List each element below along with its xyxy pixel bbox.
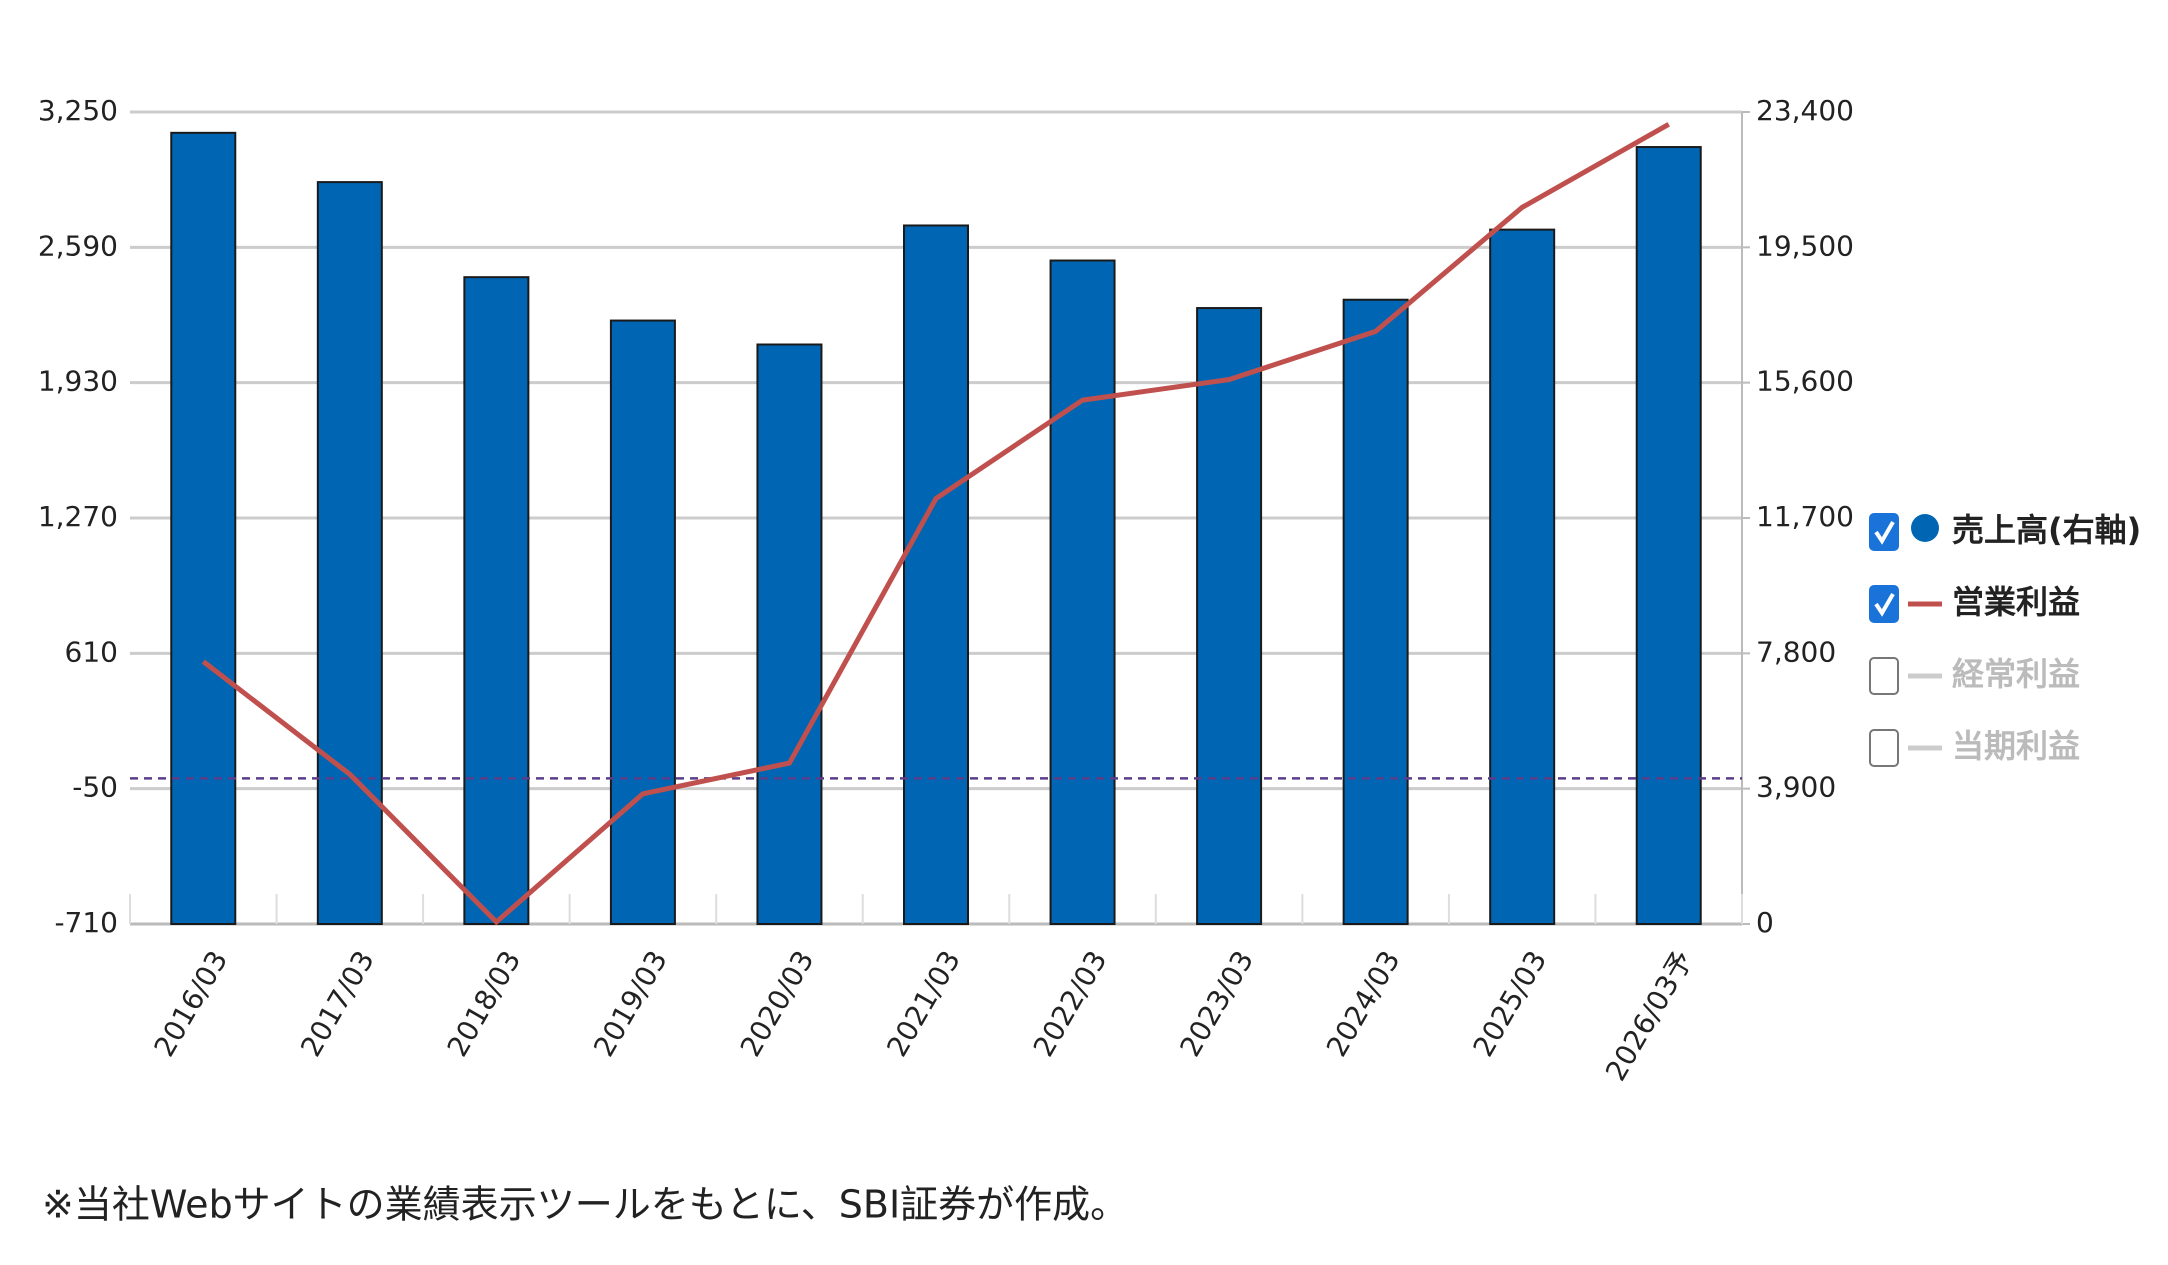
y-tick-label: 3,250: [38, 94, 118, 127]
y2-tick-label: 15,600: [1756, 365, 1854, 398]
x-tick-label: 2020/03: [734, 945, 821, 1062]
y-tick-label: -710: [54, 906, 118, 939]
checkbox[interactable]: [1869, 729, 1899, 767]
y2-tick-label: 19,500: [1756, 229, 1854, 262]
bar: [756, 343, 823, 925]
checkbox[interactable]: [1869, 657, 1899, 695]
legend-label: 売上高(右軸): [1952, 511, 2141, 549]
y-tick-label: 2,590: [38, 229, 118, 262]
bar: [609, 319, 676, 925]
y-tick-label: 1,930: [38, 365, 118, 398]
x-tick-label: 2025/03: [1466, 945, 1553, 1062]
x-tick-label: 2018/03: [441, 945, 528, 1062]
y2-tick-label: 23,400: [1756, 94, 1854, 127]
y-tick-label: 610: [65, 635, 118, 668]
y-tick-label: 1,270: [38, 500, 118, 533]
x-tick-label: 2024/03: [1320, 945, 1407, 1062]
checkbox[interactable]: [1869, 585, 1899, 623]
check-mark: [1874, 592, 1895, 617]
bar: [170, 131, 237, 926]
y2-tick-label: 11,700: [1756, 500, 1854, 533]
legend-label: 営業利益: [1952, 583, 2080, 621]
bar: [1049, 259, 1116, 925]
y2-tick-label: 7,800: [1756, 635, 1836, 668]
legend-swatch: [1911, 514, 1939, 542]
legend-label: 経常利益: [1952, 655, 2080, 693]
bar: [1489, 228, 1556, 925]
bar: [1196, 307, 1263, 925]
bar: [903, 224, 969, 925]
legend-label: 当期利益: [1952, 727, 2080, 765]
y2-tick-label: 3,900: [1756, 771, 1836, 804]
x-tick-label: 2026/03予: [1599, 945, 1700, 1086]
x-tick-label: 2017/03: [294, 945, 381, 1062]
x-tick-label: 2019/03: [587, 945, 674, 1062]
line: [201, 122, 1670, 926]
check-mark: [1874, 520, 1895, 545]
x-tick-label: 2016/03: [148, 945, 235, 1062]
x-tick-label: 2022/03: [1027, 945, 1114, 1062]
x-tick-label: 2023/03: [1173, 945, 1260, 1062]
footnote: ※当社Webサイトの業績表示ツールをもとに、SBI証券が作成。: [42, 1183, 1128, 1227]
y-tick-label: -50: [72, 771, 118, 804]
x-tick-label: 2021/03: [880, 945, 967, 1062]
checkbox[interactable]: [1869, 513, 1899, 551]
y2-tick-label: 0: [1756, 906, 1774, 939]
bar: [463, 276, 530, 925]
bar: [1342, 298, 1409, 925]
bar: [1635, 146, 1702, 926]
bar: [316, 181, 383, 926]
